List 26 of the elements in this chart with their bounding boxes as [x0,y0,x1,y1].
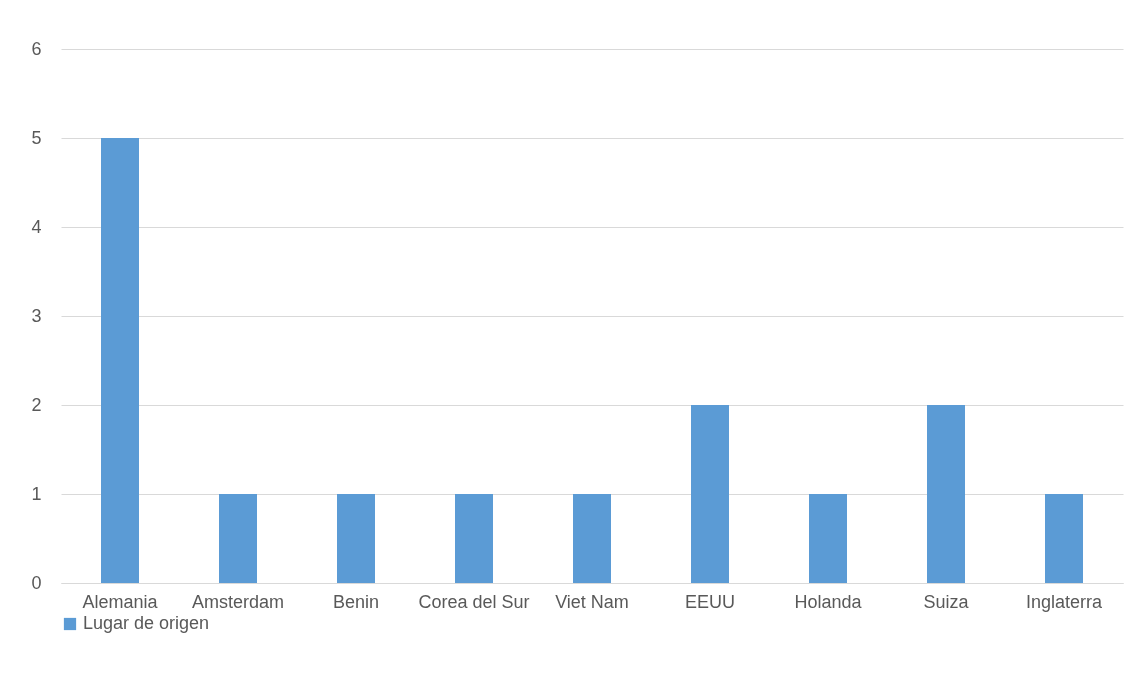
x-tick-label: Viet Nam [555,591,629,612]
y-tick-label: 5 [31,127,42,148]
x-tick-label: Amsterdam [191,591,285,612]
x-tick-label: Inglaterra [1025,591,1104,612]
bar [101,138,139,583]
y-tick-label: 1 [31,483,42,504]
y-tick-label: 0 [31,572,42,593]
bar [809,494,847,583]
bar [337,494,375,583]
bar [1045,494,1083,583]
bar [455,494,493,583]
bar [927,405,965,583]
x-tick-label: Alemania [82,591,159,612]
x-tick-label: EEUU [684,591,736,612]
y-tick-label: 6 [31,38,42,59]
x-tick-label: Holanda [794,591,863,612]
y-tick-label: 2 [31,394,42,415]
bar [219,494,257,583]
legend-label: Lugar de origen [83,613,210,633]
bar [573,494,611,583]
x-tick-label: Benin [332,591,380,612]
y-tick-label: 4 [31,216,42,237]
x-tick-label: Suiza [923,591,970,612]
y-tick-label: 3 [31,305,42,326]
bar [691,405,729,583]
x-tick-label: Corea del Sur [418,591,530,612]
